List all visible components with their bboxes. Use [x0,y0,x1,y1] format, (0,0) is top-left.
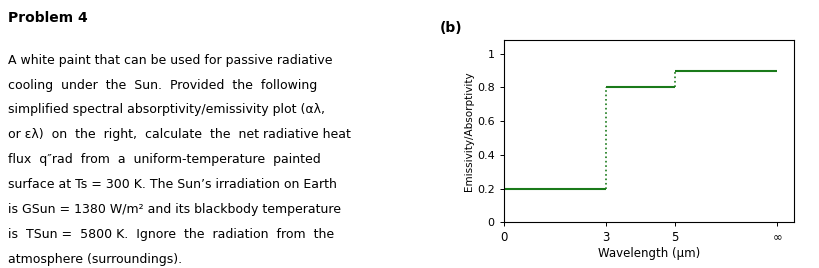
Y-axis label: Emissivity/Absorptivity: Emissivity/Absorptivity [464,72,474,191]
Text: or ελ)  on  the  right,  calculate  the  net radiative heat: or ελ) on the right, calculate the net r… [8,128,351,142]
Text: atmosphere (surroundings).: atmosphere (surroundings). [8,253,183,266]
Text: Problem 4: Problem 4 [8,11,88,25]
Text: cooling  under  the  Sun.  Provided  the  following: cooling under the Sun. Provided the foll… [8,79,318,92]
Text: surface at Ts = 300 K. The Sun’s irradiation on Earth: surface at Ts = 300 K. The Sun’s irradia… [8,178,337,191]
Text: is GSun = 1380 W/m² and its blackbody temperature: is GSun = 1380 W/m² and its blackbody te… [8,203,342,216]
Text: is  TSun =  5800 K.  Ignore  the  radiation  from  the: is TSun = 5800 K. Ignore the radiation f… [8,228,334,241]
Text: A white paint that can be used for passive radiative: A white paint that can be used for passi… [8,54,333,67]
Text: simplified spectral absorptivity/emissivity plot (αλ,: simplified spectral absorptivity/emissiv… [8,103,325,117]
Text: flux  q″rad  from  a  uniform-temperature  painted: flux q″rad from a uniform-temperature pa… [8,153,321,166]
X-axis label: Wavelength (μm): Wavelength (μm) [598,247,700,260]
Text: (b): (b) [440,21,463,35]
